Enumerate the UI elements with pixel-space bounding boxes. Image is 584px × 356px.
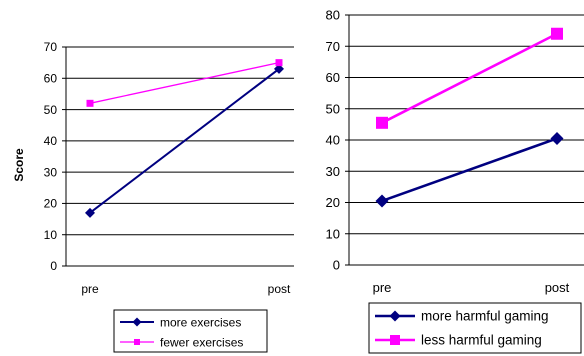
- left-legend-label-1: more exercises: [160, 316, 241, 330]
- left-series: [85, 59, 284, 218]
- left-x-tick-labels: pre post: [81, 282, 291, 296]
- right-series-line-1: [381, 137, 558, 203]
- right-series: [375, 27, 564, 208]
- left-series-line-2: [89, 62, 280, 104]
- left-y-tick-label: 50: [44, 103, 58, 117]
- left-y-tick-label: 10: [44, 228, 58, 242]
- right-x-tick-labels: pre post: [373, 280, 570, 295]
- left-series-1-point: [85, 207, 95, 218]
- left-legend-marker-1: [132, 317, 142, 327]
- left-y-axis-title: Score: [12, 148, 26, 182]
- right-series-line-2: [381, 32, 558, 124]
- right-series-1-point: [550, 131, 564, 145]
- left-y-tick-label: 60: [44, 71, 58, 85]
- left-y-tick-label: 70: [44, 40, 58, 54]
- right-y-tick-label: 10: [326, 226, 340, 241]
- left-y-tick-labels: 0 10 20 30 40 50 60 70: [44, 40, 58, 273]
- right-y-tick-label: 60: [326, 70, 340, 85]
- right-y-tick-label: 50: [326, 101, 340, 116]
- right-y-tick-label: 0: [333, 258, 340, 273]
- right-series-1-point: [375, 194, 389, 208]
- left-y-tick-label: 40: [44, 134, 58, 148]
- right-series-2-point: [376, 116, 388, 129]
- right-series-2-point: [551, 27, 563, 40]
- left-series-2-point: [86, 99, 94, 107]
- right-legend-marker-1: [389, 310, 401, 322]
- right-y-tick-label: 80: [326, 8, 340, 23]
- right-x-tick-label: pre: [373, 280, 392, 295]
- left-series-line-1: [89, 68, 280, 214]
- right-x-tick-label: post: [545, 280, 570, 295]
- left-legend-label-2: fewer exercises: [160, 336, 243, 350]
- right-gridlines: [345, 14, 584, 266]
- left-legend-marker-2: [134, 339, 140, 345]
- left-y-tick-label: 0: [50, 259, 57, 273]
- chart-right: 0 10 20 30 40 50 60 70 80 pre post more harmful g…: [326, 8, 584, 354]
- right-legend: more harmful gaming less harmful gaming: [368, 302, 582, 354]
- left-legend-box: [113, 309, 268, 353]
- right-y-tick-labels: 0 10 20 30 40 50 60 70 80: [326, 8, 340, 273]
- right-y-tick-label: 30: [326, 164, 340, 179]
- left-series-1-point: [274, 63, 284, 74]
- chart-left: Score 0 10 20 30 40 50 60 70 pre post more exerc…: [12, 40, 294, 353]
- right-legend-box: [368, 302, 582, 354]
- right-y-tick-label: 20: [326, 195, 340, 210]
- right-y-tick-label: 40: [326, 133, 340, 148]
- right-legend-label-1: more harmful gaming: [421, 309, 549, 324]
- left-y-tick-label: 20: [44, 197, 58, 211]
- left-gridlines: [62, 46, 294, 267]
- left-x-tick-label: pre: [81, 282, 99, 296]
- right-legend-marker-2: [390, 335, 400, 345]
- left-series-2-point: [275, 59, 283, 67]
- left-legend: more exercises fewer exercises: [113, 309, 268, 353]
- left-x-tick-label: post: [268, 282, 291, 296]
- left-y-tick-label: 30: [44, 165, 58, 179]
- right-legend-label-2: less harmful gaming: [421, 333, 542, 348]
- right-y-tick-label: 70: [326, 39, 340, 54]
